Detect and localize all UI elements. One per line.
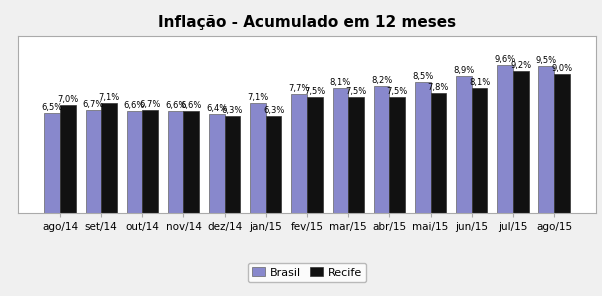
Bar: [497, 65, 513, 213]
Bar: [389, 97, 405, 213]
Bar: [85, 110, 101, 213]
Text: 8,2%: 8,2%: [371, 76, 392, 86]
Bar: [513, 71, 529, 213]
Bar: [538, 66, 554, 213]
Bar: [332, 88, 348, 213]
Text: 9,0%: 9,0%: [551, 64, 573, 73]
Text: 6,3%: 6,3%: [222, 106, 243, 115]
Text: 7,1%: 7,1%: [98, 94, 120, 102]
Text: 7,5%: 7,5%: [304, 87, 326, 96]
Text: 7,7%: 7,7%: [288, 84, 310, 93]
Text: 6,7%: 6,7%: [82, 99, 104, 109]
Text: 7,0%: 7,0%: [57, 95, 78, 104]
Bar: [456, 76, 472, 213]
Text: 9,5%: 9,5%: [536, 56, 557, 65]
Bar: [126, 111, 142, 213]
Bar: [250, 104, 266, 213]
Text: 6,7%: 6,7%: [140, 99, 161, 109]
Text: 8,1%: 8,1%: [330, 78, 351, 87]
Text: 6,4%: 6,4%: [206, 104, 228, 113]
Bar: [60, 105, 76, 213]
Text: 8,5%: 8,5%: [412, 72, 433, 81]
Bar: [142, 110, 158, 213]
Bar: [168, 111, 184, 213]
Bar: [307, 97, 323, 213]
Text: 6,3%: 6,3%: [263, 106, 284, 115]
Text: 9,6%: 9,6%: [494, 55, 516, 64]
Legend: Brasil, Recife: Brasil, Recife: [247, 263, 367, 282]
Text: 9,2%: 9,2%: [510, 61, 532, 70]
Bar: [266, 116, 282, 213]
Text: 8,1%: 8,1%: [469, 78, 490, 87]
Bar: [101, 104, 117, 213]
Title: Inflação - Acumulado em 12 meses: Inflação - Acumulado em 12 meses: [158, 15, 456, 30]
Text: 6,5%: 6,5%: [42, 103, 63, 112]
Bar: [348, 97, 364, 213]
Text: 8,9%: 8,9%: [453, 66, 474, 75]
Text: 7,5%: 7,5%: [346, 87, 367, 96]
Bar: [415, 82, 430, 213]
Bar: [225, 116, 240, 213]
Bar: [291, 94, 307, 213]
Bar: [472, 88, 488, 213]
Bar: [374, 86, 389, 213]
Text: 7,1%: 7,1%: [247, 94, 268, 102]
Bar: [209, 114, 225, 213]
Bar: [554, 74, 569, 213]
Bar: [45, 113, 60, 213]
Text: 6,6%: 6,6%: [124, 101, 145, 110]
Text: 6,6%: 6,6%: [181, 101, 202, 110]
Bar: [430, 93, 446, 213]
Text: 7,5%: 7,5%: [386, 87, 408, 96]
Text: 7,8%: 7,8%: [427, 83, 449, 91]
Bar: [184, 111, 199, 213]
Text: 6,6%: 6,6%: [165, 101, 187, 110]
